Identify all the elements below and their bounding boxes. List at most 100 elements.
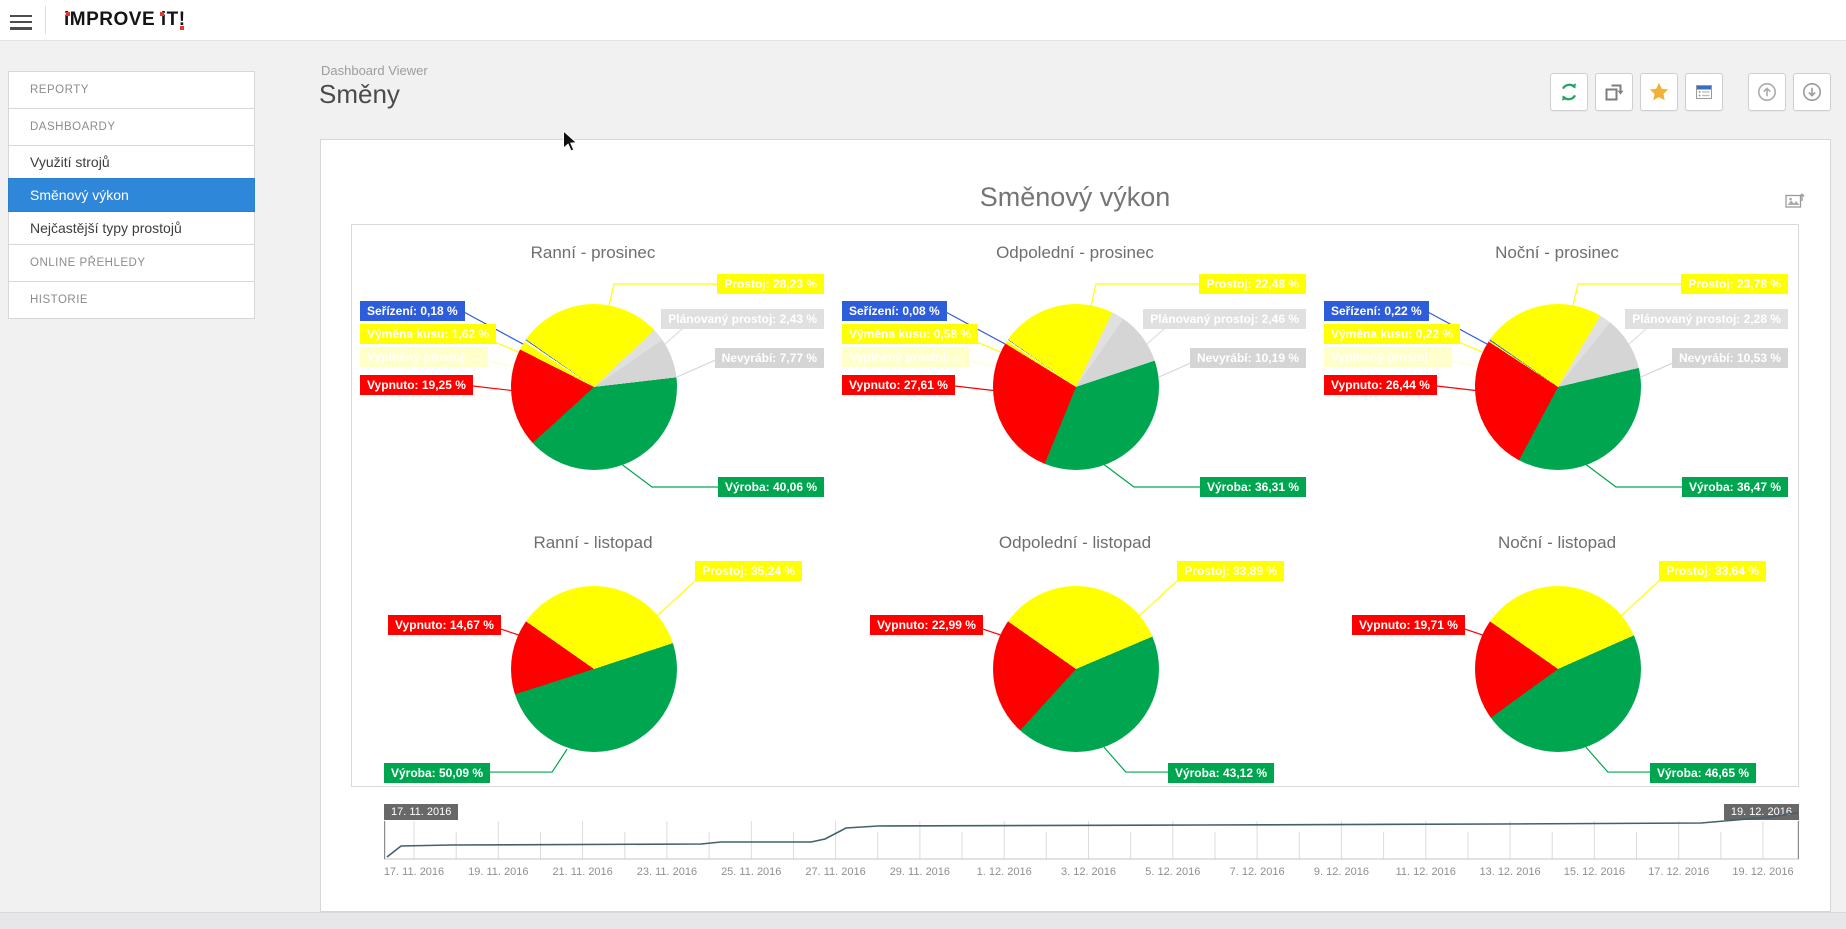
timeline-tick-label: 3. 12. 2016 xyxy=(1060,866,1117,878)
pie-label-planovany-prostoj: Plánovaný prostoj: 2,28 % xyxy=(1625,309,1788,329)
timeline-chart[interactable] xyxy=(384,787,1799,865)
pie-chart-cell: Odpolední - listopad Prostoj: 33,89 % Výro… xyxy=(834,507,1316,788)
timeline-tick-label: 15. 12. 2016 xyxy=(1563,866,1625,878)
pie-label-prostoj: Prostoj: 22,48 % xyxy=(1199,274,1306,294)
export-icon xyxy=(1603,81,1625,103)
sidebar-item-historie[interactable]: HISTORIE xyxy=(8,281,255,319)
pie-label-nevyrabi: Nevyrábí: 10,53 % xyxy=(1671,348,1788,368)
parameters-icon xyxy=(1693,81,1715,103)
timeline-tick-label: 19. 11. 2016 xyxy=(468,866,529,878)
sidebar-item-online-prehledy[interactable]: ONLINE PŘEHLEDY xyxy=(8,244,255,282)
pie-label-vyroba: Výroba: 43,12 % xyxy=(1167,763,1274,783)
logo-red-dot xyxy=(160,12,164,16)
pie-label-vyroba: Výroba: 36,47 % xyxy=(1681,477,1788,497)
toolbar-button-favorite[interactable] xyxy=(1640,73,1678,111)
pie-label-prostoj: Prostoj: 33,64 % xyxy=(1659,561,1766,581)
timeline-tick-label: 7. 12. 2016 xyxy=(1229,866,1285,878)
sidebar-item-label: REPORTY xyxy=(30,84,89,96)
timeline-tick-label: 21. 11. 2016 xyxy=(552,866,613,878)
timeline-tick-label: 5. 12. 2016 xyxy=(1145,866,1201,878)
logo-red-dot xyxy=(180,26,184,30)
pie-label-serizeni: Seřízení: 0,22 % xyxy=(1324,301,1429,321)
pie-label-prostoj: Prostoj: 33,89 % xyxy=(1177,561,1284,581)
pie-label-serizeni: Seřízení: 0,08 % xyxy=(842,301,947,321)
pie-label-vypnuto: Vypnuto: 26,44 % xyxy=(1324,375,1437,395)
breadcrumb: Dashboard Viewer xyxy=(321,63,428,78)
pie-label-vymena-kusu: Výměna kusu: 1,62 % xyxy=(360,324,497,344)
timeline-tick-label: 9. 12. 2016 xyxy=(1313,866,1369,878)
timeline-tick-label: 29. 11. 2016 xyxy=(889,866,951,878)
pie-label-vyplneny-prostoj: Vyplněný prostoj: ... xyxy=(360,347,489,367)
pie-chart-cell: Noční - listopad Prostoj: 33,64 % Výroba: … xyxy=(1316,507,1798,788)
pie-title: Ranní - prosinec xyxy=(530,243,656,262)
toolbar-button-parameters[interactable] xyxy=(1685,73,1723,111)
brand-logo: iMPROVE iT! xyxy=(64,9,186,31)
pie-title: Noční - prosinec xyxy=(1495,243,1619,262)
pie-label-vyroba: Výroba: 40,06 % xyxy=(717,477,824,497)
range-start-badge[interactable]: 17. 11. 2016 xyxy=(384,804,459,820)
timeline-range-selector[interactable]: 17. 11. 2016 19. 12. 2016 17. 11. 2016 19… xyxy=(384,787,1799,907)
timeline-tick-label: 17. 11. 2016 xyxy=(383,866,445,878)
pie-label-nevyrabi: Nevyrábí: 10,19 % xyxy=(1189,348,1306,368)
pie-label-vypnuto: Vypnuto: 14,67 % xyxy=(388,615,501,635)
pie-grid: Ranní - prosinec Prostoj: 28,23 % Plánovan… xyxy=(351,224,1799,787)
sidebar-item-vyuziti-stroju[interactable]: Využití strojů xyxy=(8,145,255,179)
brand-text: iMPROVE iT! xyxy=(64,9,186,30)
toolbar-button-arrow-up-circle[interactable] xyxy=(1748,73,1786,111)
arrow-down-circle-icon xyxy=(1801,81,1823,103)
pie[interactable] xyxy=(1475,586,1641,752)
sidebar-item-nejcastejsi-typy-prostoju[interactable]: Nejčastější typy prostojů xyxy=(8,211,255,245)
dashboard-panel: Směnový výkon Ranní - prosinec Prostoj: 2… xyxy=(320,139,1831,912)
timeline-tick-label: 27. 11. 2016 xyxy=(805,866,866,878)
toolbar-button-arrow-down-circle[interactable] xyxy=(1793,73,1831,111)
favorite-icon xyxy=(1648,81,1670,103)
sidebar-item-reporty[interactable]: REPORTY xyxy=(8,71,255,109)
page-title: Směny xyxy=(319,79,400,109)
sidebar: REPORTY DASHBOARDY Využití strojů Směnový v… xyxy=(8,71,255,319)
toolbar-button-refresh[interactable] xyxy=(1550,73,1588,111)
pie-label-vypnuto: Vypnuto: 27,61 % xyxy=(842,375,955,395)
sidebar-item-label: HISTORIE xyxy=(30,294,89,306)
timeline-tick-label: 25. 11. 2016 xyxy=(721,866,782,878)
sidebar-item-label: Nejčastější typy prostojů xyxy=(30,220,182,236)
pie-label-vyroba: Výroba: 36,31 % xyxy=(1199,477,1306,497)
toolbar-button-export[interactable] xyxy=(1595,73,1633,111)
pie-label-serizeni: Seřízení: 0,18 % xyxy=(360,301,465,321)
pie[interactable] xyxy=(511,586,677,752)
pie-chart-cell: Ranní - prosinec Prostoj: 28,23 % Plánovan… xyxy=(352,225,834,507)
timeline-axis: 17. 11. 2016 19. 11. 2016 21. 11. 2016 23. … xyxy=(384,866,1799,882)
image-export-icon[interactable] xyxy=(1785,192,1805,210)
pie-label-prostoj: Prostoj: 28,23 % xyxy=(717,274,824,294)
refresh-icon xyxy=(1558,81,1580,103)
pie[interactable] xyxy=(1475,304,1641,470)
bottom-strip xyxy=(0,912,1846,929)
timeline-tick-label: 19. 12. 2016 xyxy=(1732,866,1794,878)
mouse-cursor xyxy=(563,130,578,152)
pie-label-vyroba: Výroba: 50,09 % xyxy=(384,763,491,783)
pie-label-vypnuto: Vypnuto: 22,99 % xyxy=(870,615,983,635)
topbar-divider xyxy=(45,6,46,34)
pie-label-prostoj: Prostoj: 35,24 % xyxy=(695,561,802,581)
menu-icon[interactable] xyxy=(10,11,36,31)
timeline-tick-label: 23. 11. 2016 xyxy=(636,866,698,878)
pie[interactable] xyxy=(993,304,1159,470)
pie-chart-cell: Ranní - listopad Prostoj: 35,24 % Výroba: … xyxy=(352,507,834,788)
pie-label-vypnuto: Vypnuto: 19,71 % xyxy=(1352,615,1465,635)
sidebar-item-label: Využití strojů xyxy=(30,154,110,170)
pie-label-planovany-prostoj: Plánovaný prostoj: 2,43 % xyxy=(661,309,824,329)
sidebar-item-label: DASHBOARDY xyxy=(30,121,116,133)
timeline-tick-label: 1. 12. 2016 xyxy=(976,866,1032,878)
pie-title: Ranní - listopad xyxy=(533,533,653,552)
sidebar-item-smenovy-vykon[interactable]: Směnový výkon xyxy=(8,178,255,212)
pie[interactable] xyxy=(511,304,677,470)
logo-red-dot xyxy=(66,12,70,16)
pie-label-vyplneny-prostoj: Vyplněný prostoj: ... xyxy=(842,347,971,367)
dashboard-title: Směnový výkon xyxy=(979,182,1171,212)
arrow-up-circle-icon xyxy=(1756,81,1778,103)
pie[interactable] xyxy=(993,586,1159,752)
pie-label-vymena-kusu: Výměna kusu: 0,22 % xyxy=(1324,324,1461,344)
sidebar-item-label: ONLINE PŘEHLEDY xyxy=(30,257,146,269)
sidebar-item-dashboardy[interactable]: DASHBOARDY xyxy=(8,108,255,146)
pie-chart-cell: Odpolední - prosinec Prostoj: 22,48 % Plán… xyxy=(834,225,1316,507)
